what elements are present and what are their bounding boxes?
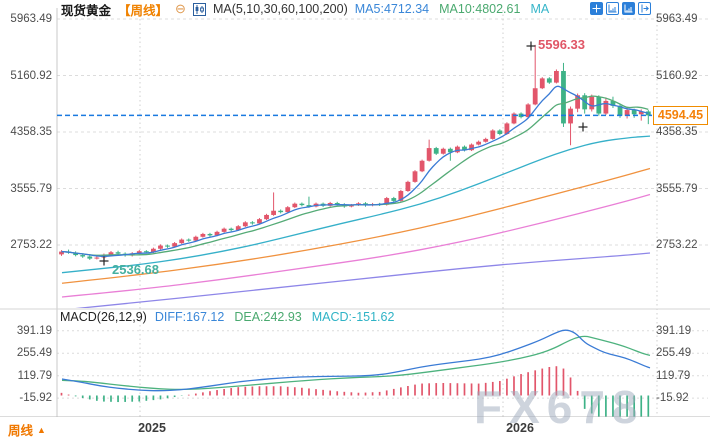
y-axis-label-right: 5160.92 bbox=[656, 69, 698, 82]
axis-scale-icon[interactable] bbox=[622, 2, 635, 15]
legend-macd-value: MACD:-151.62 bbox=[311, 309, 395, 324]
macd-params-label: MACD(26,12,9) bbox=[60, 309, 147, 324]
y-axis-label-left: 119.79 bbox=[17, 369, 52, 382]
y-axis-label-left: 2753.22 bbox=[10, 239, 52, 251]
y-axis-label-right: 119.79 bbox=[656, 369, 691, 382]
y-axis-label-right: 255.49 bbox=[656, 347, 692, 360]
y-axis-label-left: 5160.92 bbox=[10, 69, 52, 82]
x-axis-year-label: 2025 bbox=[138, 421, 166, 435]
legend-ma-value: MA5:4712.34 bbox=[354, 2, 430, 16]
y-axis-label-right: 391.19 bbox=[656, 324, 692, 337]
legend-ma-value: MA10:4802.61 bbox=[439, 2, 521, 16]
y-axis-label-right: 2753.22 bbox=[656, 239, 698, 251]
symbol-title: 现货黄金 bbox=[61, 3, 112, 18]
watermark: FX678 bbox=[474, 381, 645, 433]
main-legend: 现货黄金 【周线】 ⊖ MA(5,10,30,60,100,200) MA5:4… bbox=[61, 1, 549, 18]
macd-legend: MACD(26,12,9) DIFF:167.12 DEA:242.93 MACD:… bbox=[60, 309, 394, 324]
chevron-up-icon: ▲ bbox=[37, 424, 46, 435]
y-axis-label-left: -15.92 bbox=[19, 392, 52, 405]
ma-values: MA5:4712.34 MA10:4802.61 MA bbox=[355, 2, 549, 16]
y-axis-label-right: 4358.35 bbox=[656, 126, 698, 138]
y-axis-label-left: 4358.35 bbox=[10, 126, 52, 138]
period-low-annotation: 2536.68 bbox=[112, 262, 159, 277]
current-price-tag: 4594.45 bbox=[653, 105, 708, 125]
legend-macd-value: DEA:242.93 bbox=[234, 309, 302, 324]
macd-values: DIFF:167.12 DEA:242.93 MACD:-151.62 bbox=[155, 310, 395, 324]
timeframe-switcher[interactable]: 周线 ▲ bbox=[8, 420, 46, 438]
y-axis-label-right: 3555.79 bbox=[656, 182, 698, 195]
pan-move-icon[interactable] bbox=[590, 2, 603, 15]
kline-type-icon[interactable] bbox=[192, 2, 206, 16]
legend-macd-value: DIFF:167.12 bbox=[154, 309, 225, 324]
y-axis-label-right: 5963.49 bbox=[656, 13, 698, 25]
legend-ma-value: MA bbox=[530, 2, 550, 16]
timeframe-switcher-label: 周线 bbox=[8, 424, 34, 438]
y-axis-label-right: -15.92 bbox=[656, 392, 689, 405]
chart-toolbar bbox=[590, 2, 651, 15]
collapse-icon[interactable]: ⊖ bbox=[175, 1, 186, 16]
y-axis-label-left: 391.19 bbox=[16, 324, 52, 337]
y-axis-label-left: 255.49 bbox=[16, 347, 52, 360]
ma-params-label: MA(5,10,30,60,100,200) bbox=[212, 2, 348, 16]
axis-zoom-icon[interactable] bbox=[606, 2, 619, 15]
period-high-annotation: 5596.33 bbox=[538, 37, 585, 52]
bottom-axis-bar: 周线 ▲ 2025 2026 bbox=[0, 417, 710, 438]
timeframe-label: 【周线】 bbox=[118, 3, 169, 18]
y-axis-label-left: 5963.49 bbox=[10, 13, 52, 25]
y-axis-label-left: 3555.79 bbox=[10, 182, 52, 195]
x-axis-year-label: 2026 bbox=[506, 421, 534, 435]
collapse-pane-icon[interactable] bbox=[638, 2, 651, 15]
